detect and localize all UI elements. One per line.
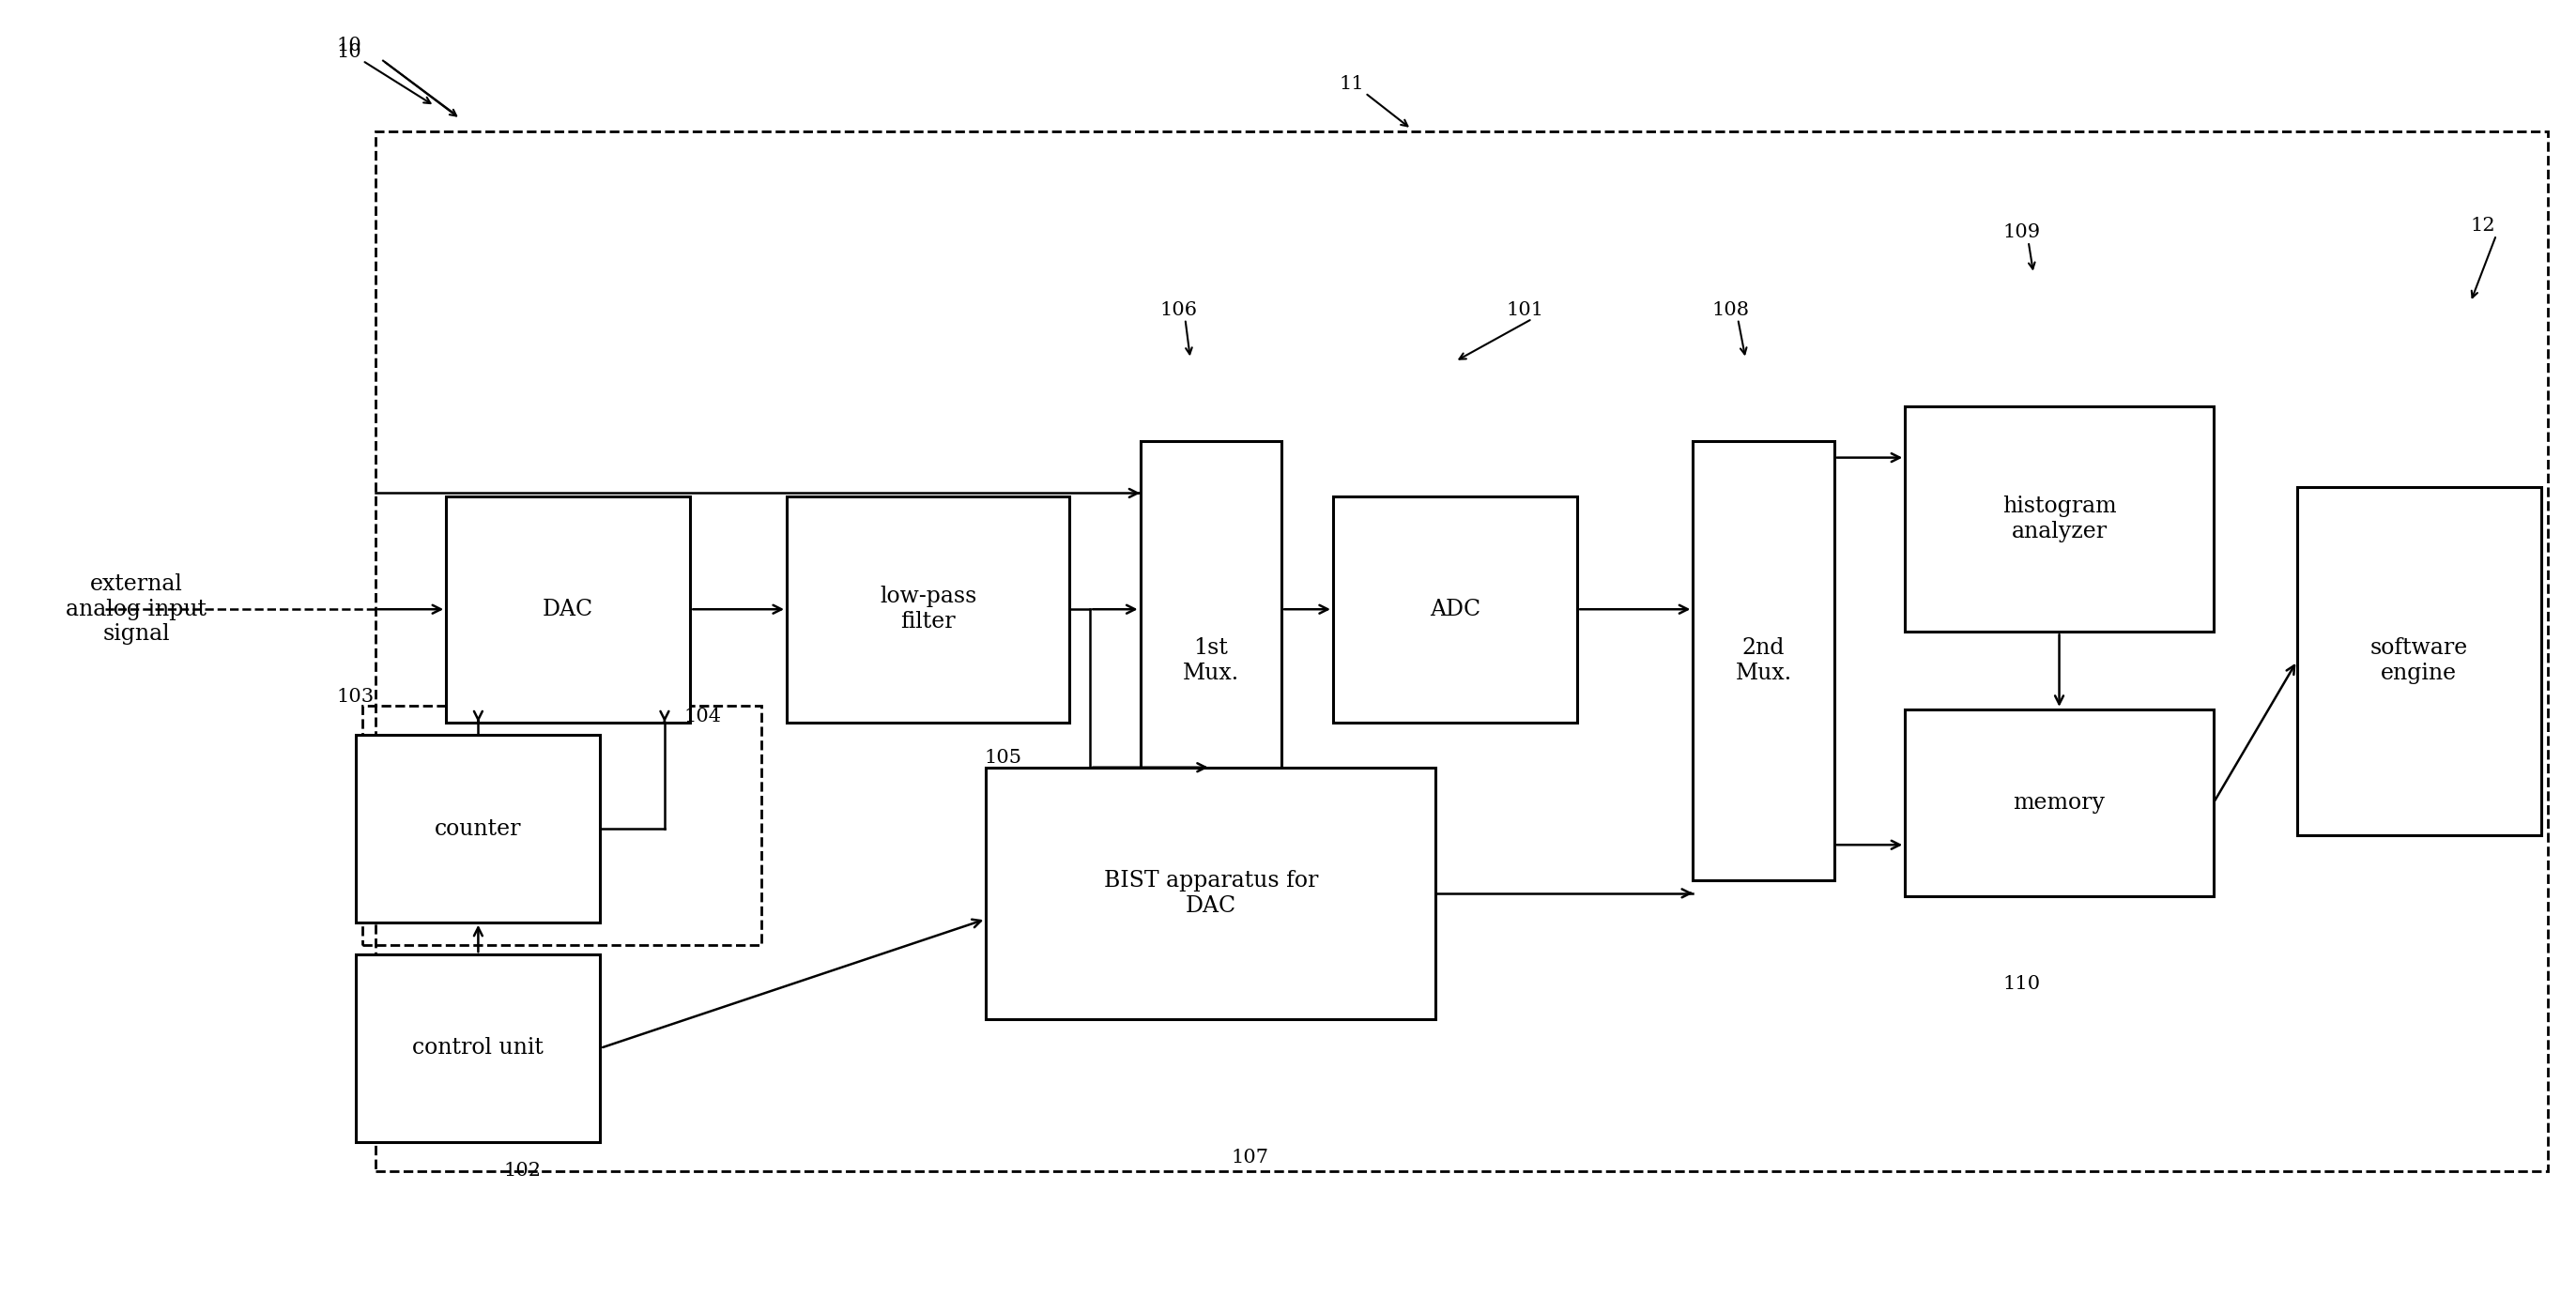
Text: 105: 105 — [984, 749, 1023, 767]
Bar — [355, 735, 600, 923]
Bar — [355, 955, 600, 1142]
Text: software
engine: software engine — [2370, 638, 2468, 684]
Text: memory: memory — [2014, 792, 2105, 814]
Bar — [446, 496, 690, 722]
Text: 104: 104 — [683, 708, 721, 726]
Text: external
analog input
signal: external analog input signal — [67, 574, 206, 645]
Bar — [1141, 442, 1283, 880]
Text: counter: counter — [435, 818, 520, 840]
Bar — [2298, 487, 2543, 835]
Text: 10: 10 — [337, 43, 361, 61]
Text: 106: 106 — [1159, 301, 1198, 319]
Text: 108: 108 — [1713, 301, 1749, 319]
Text: 102: 102 — [505, 1163, 541, 1179]
Text: low-pass
filter: low-pass filter — [878, 586, 976, 632]
Text: 109: 109 — [2002, 224, 2040, 241]
Text: 12: 12 — [2470, 218, 2496, 235]
Text: 10: 10 — [337, 36, 361, 54]
Text: histogram
analyzer: histogram analyzer — [2002, 495, 2117, 542]
Text: ADC: ADC — [1430, 599, 1481, 619]
Text: BIST apparatus for
DAC: BIST apparatus for DAC — [1103, 870, 1319, 916]
Text: control unit: control unit — [412, 1037, 544, 1059]
Text: DAC: DAC — [544, 599, 592, 619]
Bar — [786, 496, 1069, 722]
Bar — [987, 767, 1435, 1019]
Text: 11: 11 — [1340, 75, 1365, 93]
Bar — [363, 706, 760, 945]
Text: 103: 103 — [337, 688, 374, 706]
Text: 110: 110 — [2002, 975, 2040, 993]
Text: 101: 101 — [1507, 301, 1543, 319]
Bar — [1906, 709, 2213, 897]
Text: 1st
Mux.: 1st Mux. — [1182, 638, 1239, 684]
Bar — [376, 132, 2548, 1170]
Bar — [1692, 442, 1834, 880]
Text: 107: 107 — [1231, 1150, 1270, 1166]
Bar — [1906, 406, 2213, 632]
Bar — [1332, 496, 1577, 722]
Text: 2nd
Mux.: 2nd Mux. — [1736, 638, 1793, 684]
